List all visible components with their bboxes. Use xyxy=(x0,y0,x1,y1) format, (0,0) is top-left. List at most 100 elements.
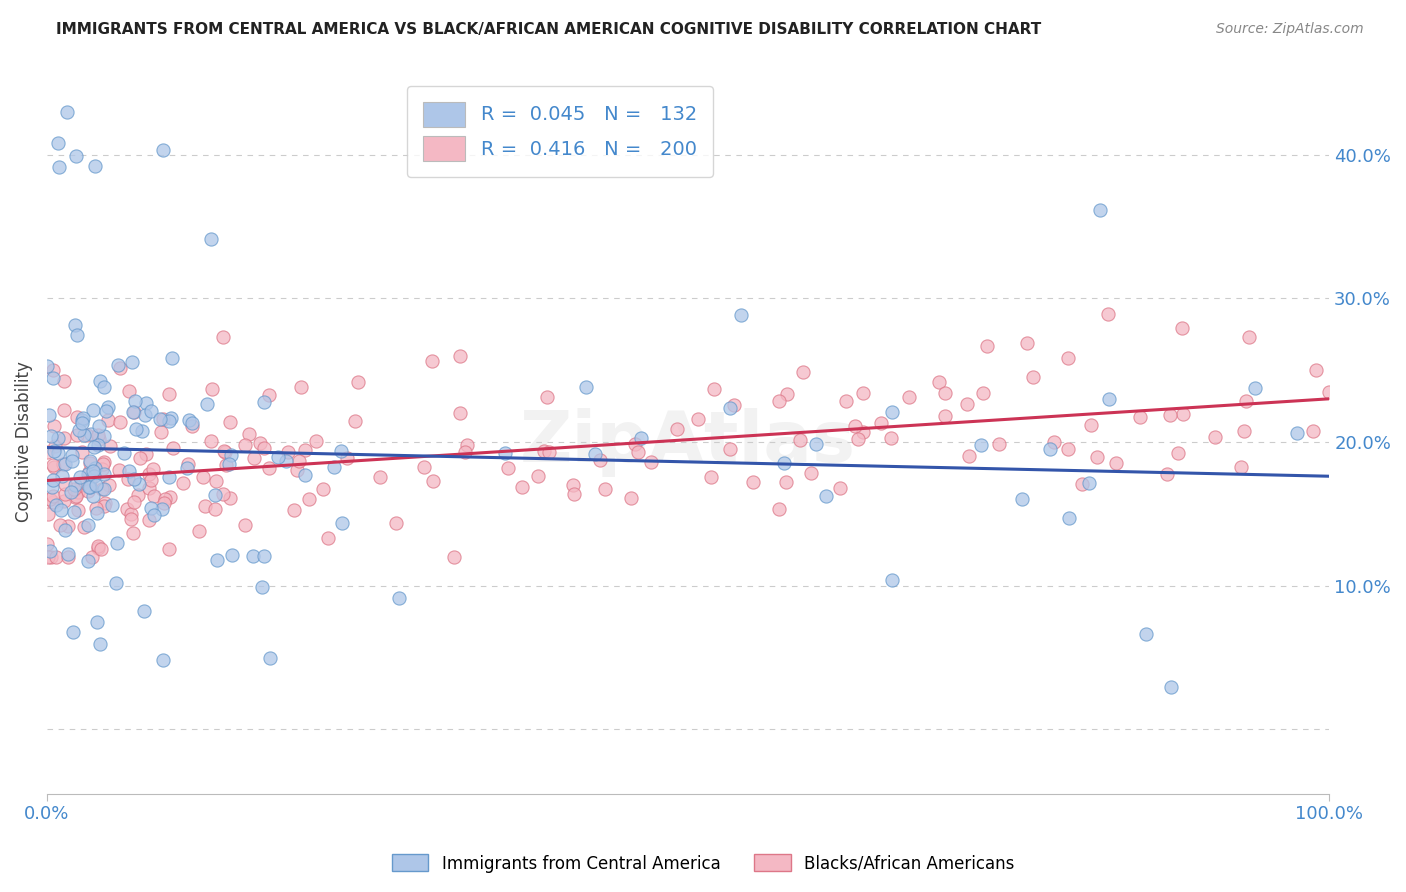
Point xyxy=(79,474,101,488)
Point xyxy=(53,523,76,537)
Point xyxy=(35,445,58,459)
Point xyxy=(323,459,346,474)
Point xyxy=(53,487,76,501)
Point xyxy=(200,232,222,246)
Point xyxy=(276,454,298,468)
Point xyxy=(420,353,443,368)
Point xyxy=(150,501,173,516)
Point xyxy=(134,408,156,422)
Point xyxy=(66,409,89,424)
Point xyxy=(82,402,104,417)
Point xyxy=(108,360,131,375)
Point xyxy=(1057,442,1080,456)
Point xyxy=(235,517,257,532)
Point xyxy=(135,395,157,409)
Point xyxy=(387,591,409,605)
Point xyxy=(45,549,67,564)
Point xyxy=(122,405,145,419)
Point xyxy=(1243,381,1265,395)
Point xyxy=(620,491,643,505)
Point xyxy=(768,393,790,408)
Point xyxy=(249,435,271,450)
Point xyxy=(142,462,165,476)
Point xyxy=(205,552,228,566)
Point xyxy=(177,458,200,472)
Point xyxy=(96,404,118,418)
Point xyxy=(536,390,558,404)
Point xyxy=(1159,408,1181,422)
Point xyxy=(62,624,84,639)
Point xyxy=(115,502,138,516)
Point xyxy=(142,489,165,503)
Point xyxy=(80,549,103,564)
Point xyxy=(449,407,471,421)
Point xyxy=(1204,430,1226,444)
Point xyxy=(1302,424,1324,438)
Point xyxy=(77,467,100,481)
Point xyxy=(37,549,59,564)
Point xyxy=(242,549,264,564)
Point xyxy=(93,380,115,394)
Point xyxy=(73,428,96,442)
Point xyxy=(117,472,139,486)
Point xyxy=(41,363,63,377)
Y-axis label: Cognitive Disability: Cognitive Disability xyxy=(15,361,32,523)
Point xyxy=(1286,426,1309,441)
Point xyxy=(67,502,90,516)
Point xyxy=(205,475,228,489)
Point xyxy=(443,549,465,564)
Point xyxy=(139,500,162,515)
Point xyxy=(124,472,146,486)
Point xyxy=(63,505,86,519)
Point xyxy=(121,526,143,541)
Point xyxy=(253,394,276,409)
Point xyxy=(112,446,135,460)
Point xyxy=(1043,435,1066,450)
Point xyxy=(90,541,112,556)
Point xyxy=(65,490,87,504)
Point xyxy=(86,500,108,515)
Point xyxy=(83,461,105,475)
Point xyxy=(204,487,226,501)
Point xyxy=(86,506,108,520)
Point xyxy=(157,541,180,556)
Point xyxy=(176,460,198,475)
Point xyxy=(44,419,66,434)
Point xyxy=(159,414,181,428)
Point xyxy=(73,520,96,534)
Point xyxy=(290,380,312,394)
Point xyxy=(53,431,76,445)
Point xyxy=(76,428,98,442)
Point xyxy=(180,419,202,434)
Point xyxy=(53,457,76,471)
Point xyxy=(533,443,555,458)
Point xyxy=(152,412,174,426)
Point xyxy=(90,482,112,496)
Point xyxy=(1156,467,1178,481)
Point xyxy=(49,502,72,516)
Point xyxy=(972,385,994,400)
Point xyxy=(593,482,616,496)
Point xyxy=(537,445,560,459)
Point xyxy=(329,444,352,458)
Point xyxy=(118,464,141,478)
Point xyxy=(1171,407,1194,421)
Point xyxy=(131,424,153,438)
Point xyxy=(266,450,288,464)
Point xyxy=(449,350,471,364)
Point xyxy=(1078,475,1101,490)
Point xyxy=(48,160,70,174)
Point xyxy=(82,464,104,478)
Point xyxy=(1237,330,1260,344)
Point xyxy=(1022,369,1045,384)
Text: ZipAtlas: ZipAtlas xyxy=(520,408,856,476)
Point xyxy=(80,426,103,441)
Point xyxy=(494,446,516,460)
Point xyxy=(65,478,87,492)
Point xyxy=(897,390,920,404)
Point xyxy=(195,397,218,411)
Point xyxy=(153,496,176,510)
Point xyxy=(52,458,75,472)
Point xyxy=(815,489,838,503)
Point xyxy=(283,502,305,516)
